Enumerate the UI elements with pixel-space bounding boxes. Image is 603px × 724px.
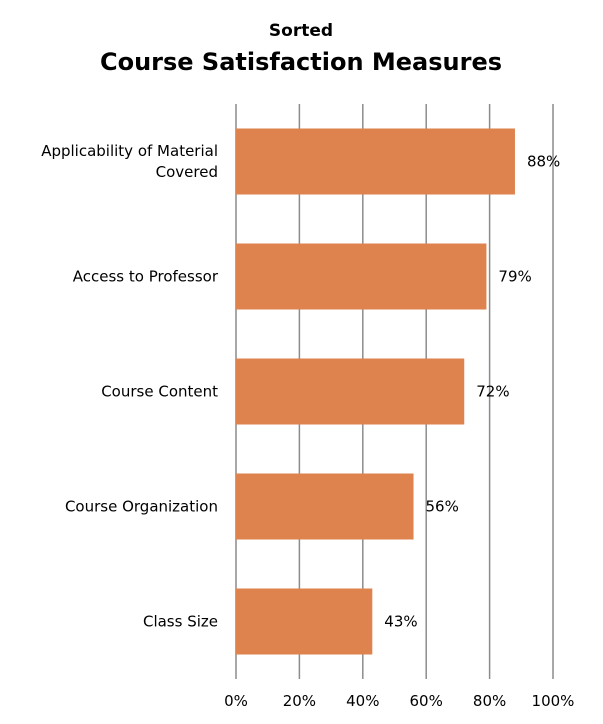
x-tick-label-5: 100% [532, 692, 575, 710]
category-label-3: Course Organization [65, 498, 218, 516]
x-axis-ticks: 0% 20% 40% 60% 80% 100% [224, 692, 574, 710]
x-tick-label-4: 80% [473, 692, 506, 710]
category-label-1: Access to Professor [73, 268, 219, 286]
bar-0 [236, 128, 515, 195]
category-labels: Applicability of Material Covered Access t… [41, 142, 219, 631]
bar-4 [236, 588, 373, 655]
value-label-2: 72% [476, 383, 509, 401]
category-label-2: Course Content [101, 383, 218, 401]
bar-3 [236, 473, 414, 540]
value-label-4: 43% [384, 613, 417, 631]
x-tick-label-0: 0% [224, 692, 248, 710]
bar-1 [236, 243, 487, 310]
value-labels: 88% 79% 72% 56% 43% [384, 153, 560, 631]
value-label-0: 88% [527, 153, 560, 171]
x-tick-label-2: 40% [346, 692, 379, 710]
chart-subtitle: Sorted [269, 21, 333, 41]
value-label-1: 79% [498, 268, 531, 286]
bar-2 [236, 358, 465, 425]
x-tick-label-1: 20% [283, 692, 316, 710]
category-label-0: Applicability of Material Covered [41, 142, 218, 181]
x-tick-label-3: 60% [410, 692, 443, 710]
chart-title: Course Satisfaction Measures [100, 48, 502, 76]
category-label-4: Class Size [143, 613, 218, 631]
bars [236, 128, 515, 655]
value-label-3: 56% [426, 498, 459, 516]
